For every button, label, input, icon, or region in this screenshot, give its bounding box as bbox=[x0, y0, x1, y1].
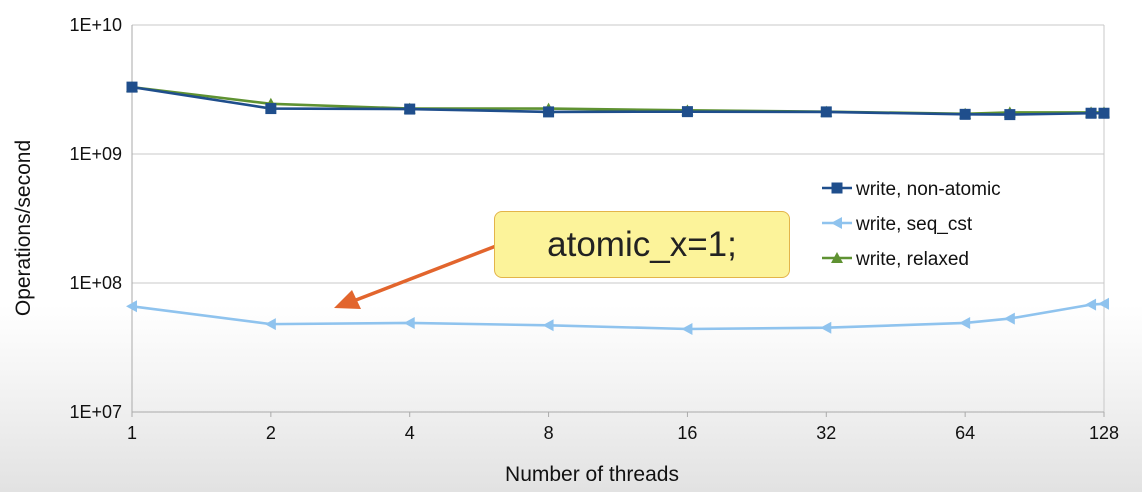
legend-label: write, relaxed bbox=[855, 249, 969, 270]
legend-swatch-marker bbox=[831, 217, 842, 229]
legend-swatch-marker bbox=[831, 252, 843, 263]
data-point bbox=[959, 316, 971, 329]
x-tick-label: 4 bbox=[405, 423, 415, 443]
data-point bbox=[542, 319, 554, 332]
series-lines bbox=[131, 85, 1105, 331]
x-tick-label: 8 bbox=[544, 423, 554, 443]
x-tick-label: 1 bbox=[127, 423, 137, 443]
data-point bbox=[959, 108, 971, 120]
x-tick-label: 32 bbox=[816, 423, 836, 443]
arrow-shaft bbox=[355, 244, 497, 302]
data-point bbox=[126, 81, 138, 93]
data-point bbox=[403, 316, 415, 329]
data-point bbox=[820, 321, 832, 334]
y-axis-title: Operations/second bbox=[12, 140, 35, 316]
legend: write, non-atomic write, seq_cst write, re… bbox=[822, 179, 1001, 270]
series-line bbox=[131, 302, 1105, 331]
series-markers bbox=[126, 81, 1110, 335]
data-point bbox=[1085, 298, 1097, 311]
annotation-arrow bbox=[334, 244, 497, 309]
legend-swatch-marker bbox=[831, 182, 843, 194]
data-point bbox=[404, 103, 416, 115]
data-point bbox=[681, 106, 693, 118]
data-point bbox=[126, 300, 137, 313]
data-point bbox=[1004, 109, 1016, 121]
data-point bbox=[1098, 297, 1109, 310]
x-tick-label: 64 bbox=[955, 423, 975, 443]
y-tick-label: 1E+10 bbox=[69, 15, 122, 35]
x-axis-title: Number of threads bbox=[505, 463, 679, 486]
data-point bbox=[681, 322, 693, 335]
x-tick-label: 16 bbox=[677, 423, 697, 443]
legend-label: write, non-atomic bbox=[855, 179, 1001, 200]
data-point bbox=[264, 318, 276, 331]
legend-label: write, seq_cst bbox=[855, 214, 973, 235]
data-point bbox=[1098, 107, 1110, 119]
x-tick-label: 2 bbox=[266, 423, 276, 443]
y-tick-label: 1E+09 bbox=[69, 144, 122, 164]
annotation-callout: atomic_x=1; bbox=[494, 211, 790, 278]
y-tick-label: 1E+07 bbox=[69, 402, 122, 422]
annotation-text: atomic_x=1; bbox=[547, 224, 737, 264]
y-tick-label: 1E+08 bbox=[69, 273, 122, 293]
data-point bbox=[265, 103, 277, 115]
x-tick-labels: 1 2 4 8 16 32 64 128 bbox=[127, 423, 1119, 443]
x-tick-label: 128 bbox=[1089, 423, 1119, 443]
data-point bbox=[1003, 312, 1015, 325]
series-line bbox=[131, 85, 1104, 116]
y-tick-labels: 1E+10 1E+09 1E+08 1E+07 bbox=[69, 15, 122, 422]
data-point bbox=[1085, 107, 1097, 119]
data-point bbox=[543, 106, 555, 118]
arrow-head bbox=[334, 290, 361, 309]
data-point bbox=[820, 106, 832, 118]
